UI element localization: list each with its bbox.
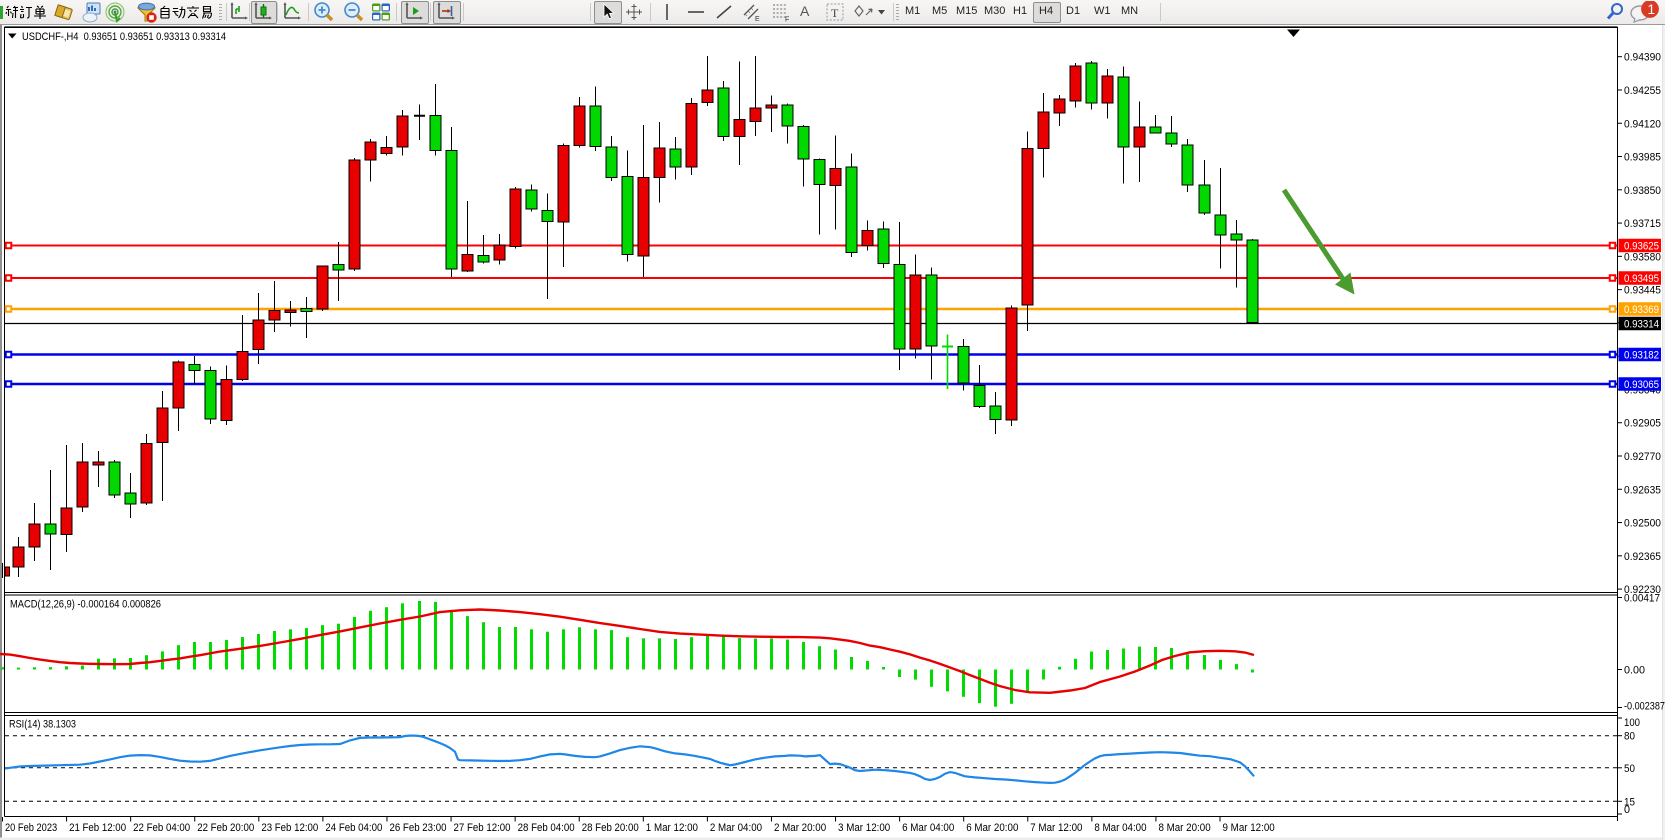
svg-text:0.92770: 0.92770	[1624, 451, 1661, 463]
svg-text:20 Feb 2023: 20 Feb 2023	[5, 822, 57, 834]
svg-text:28 Feb 04:00: 28 Feb 04:00	[518, 822, 575, 834]
svg-text:0.93580: 0.93580	[1624, 251, 1661, 263]
svg-text:0.93182: 0.93182	[1624, 350, 1659, 362]
svg-text:22 Feb 20:00: 22 Feb 20:00	[197, 822, 254, 834]
svg-text:0.93314: 0.93314	[1624, 319, 1659, 331]
svg-text:USDCHF-,H4 0.93651 0.93651 0.: USDCHF-,H4 0.93651 0.93651 0.93313 0.933…	[22, 31, 226, 43]
svg-text:28 Feb 20:00: 28 Feb 20:00	[582, 822, 639, 834]
svg-text:0.92230: 0.92230	[1624, 584, 1661, 596]
svg-text:0.92500: 0.92500	[1624, 518, 1661, 530]
svg-text:MACD(12,26,9) -0.000164 0.0008: MACD(12,26,9) -0.000164 0.000826	[10, 599, 161, 611]
svg-text:0.93715: 0.93715	[1624, 218, 1661, 230]
svg-text:7 Mar 12:00: 7 Mar 12:00	[1030, 822, 1082, 834]
svg-text:8 Mar 20:00: 8 Mar 20:00	[1158, 822, 1210, 834]
svg-text:0.00: 0.00	[1624, 665, 1645, 677]
svg-text:0.94120: 0.94120	[1624, 118, 1661, 130]
svg-text:15: 15	[1624, 796, 1635, 808]
svg-text:23 Feb 12:00: 23 Feb 12:00	[261, 822, 318, 834]
svg-text:0.93625: 0.93625	[1624, 241, 1659, 253]
svg-text:0.93065: 0.93065	[1624, 379, 1659, 391]
svg-text:26 Feb 23:00: 26 Feb 23:00	[389, 822, 446, 834]
svg-text:80: 80	[1624, 731, 1635, 743]
svg-text:0: 0	[1624, 804, 1630, 816]
svg-text:0.92635: 0.92635	[1624, 484, 1661, 496]
svg-text:0.92365: 0.92365	[1624, 551, 1661, 563]
svg-text:0.93369: 0.93369	[1624, 304, 1659, 316]
svg-text:F: F	[785, 17, 789, 23]
svg-text:3 Mar 12:00: 3 Mar 12:00	[838, 822, 890, 834]
svg-text:0.92905: 0.92905	[1624, 418, 1661, 430]
svg-text:T: T	[831, 6, 839, 20]
svg-text:2 Mar 04:00: 2 Mar 04:00	[710, 822, 762, 834]
svg-text:8 Mar 04:00: 8 Mar 04:00	[1094, 822, 1146, 834]
svg-text:0.93985: 0.93985	[1624, 152, 1661, 164]
svg-text:22 Feb 04:00: 22 Feb 04:00	[133, 822, 190, 834]
svg-text:6 Mar 04:00: 6 Mar 04:00	[902, 822, 954, 834]
svg-text:RSI(14) 38.1303: RSI(14) 38.1303	[9, 719, 76, 731]
svg-text:100: 100	[1624, 717, 1640, 729]
svg-text:0.94390: 0.94390	[1624, 52, 1661, 64]
svg-text:0.93445: 0.93445	[1624, 285, 1661, 297]
svg-text:27 Feb 12:00: 27 Feb 12:00	[454, 822, 511, 834]
svg-text:E: E	[755, 16, 760, 22]
svg-text:0.94255: 0.94255	[1624, 85, 1661, 97]
svg-text:1 Mar 12:00: 1 Mar 12:00	[646, 822, 698, 834]
svg-text:0.93850: 0.93850	[1624, 185, 1661, 197]
svg-text:2 Mar 20:00: 2 Mar 20:00	[774, 822, 826, 834]
svg-text:9 Mar 12:00: 9 Mar 12:00	[1223, 822, 1275, 834]
svg-text:-0.002387: -0.002387	[1624, 701, 1665, 713]
svg-text:1: 1	[1647, 1, 1655, 17]
svg-text:21 Feb 12:00: 21 Feb 12:00	[69, 822, 126, 834]
svg-text:24 Feb 04:00: 24 Feb 04:00	[325, 822, 382, 834]
svg-text:0.93495: 0.93495	[1624, 273, 1659, 285]
svg-text:0.00417: 0.00417	[1624, 593, 1660, 605]
svg-text:6 Mar 20:00: 6 Mar 20:00	[966, 822, 1018, 834]
svg-text:50: 50	[1624, 763, 1635, 775]
